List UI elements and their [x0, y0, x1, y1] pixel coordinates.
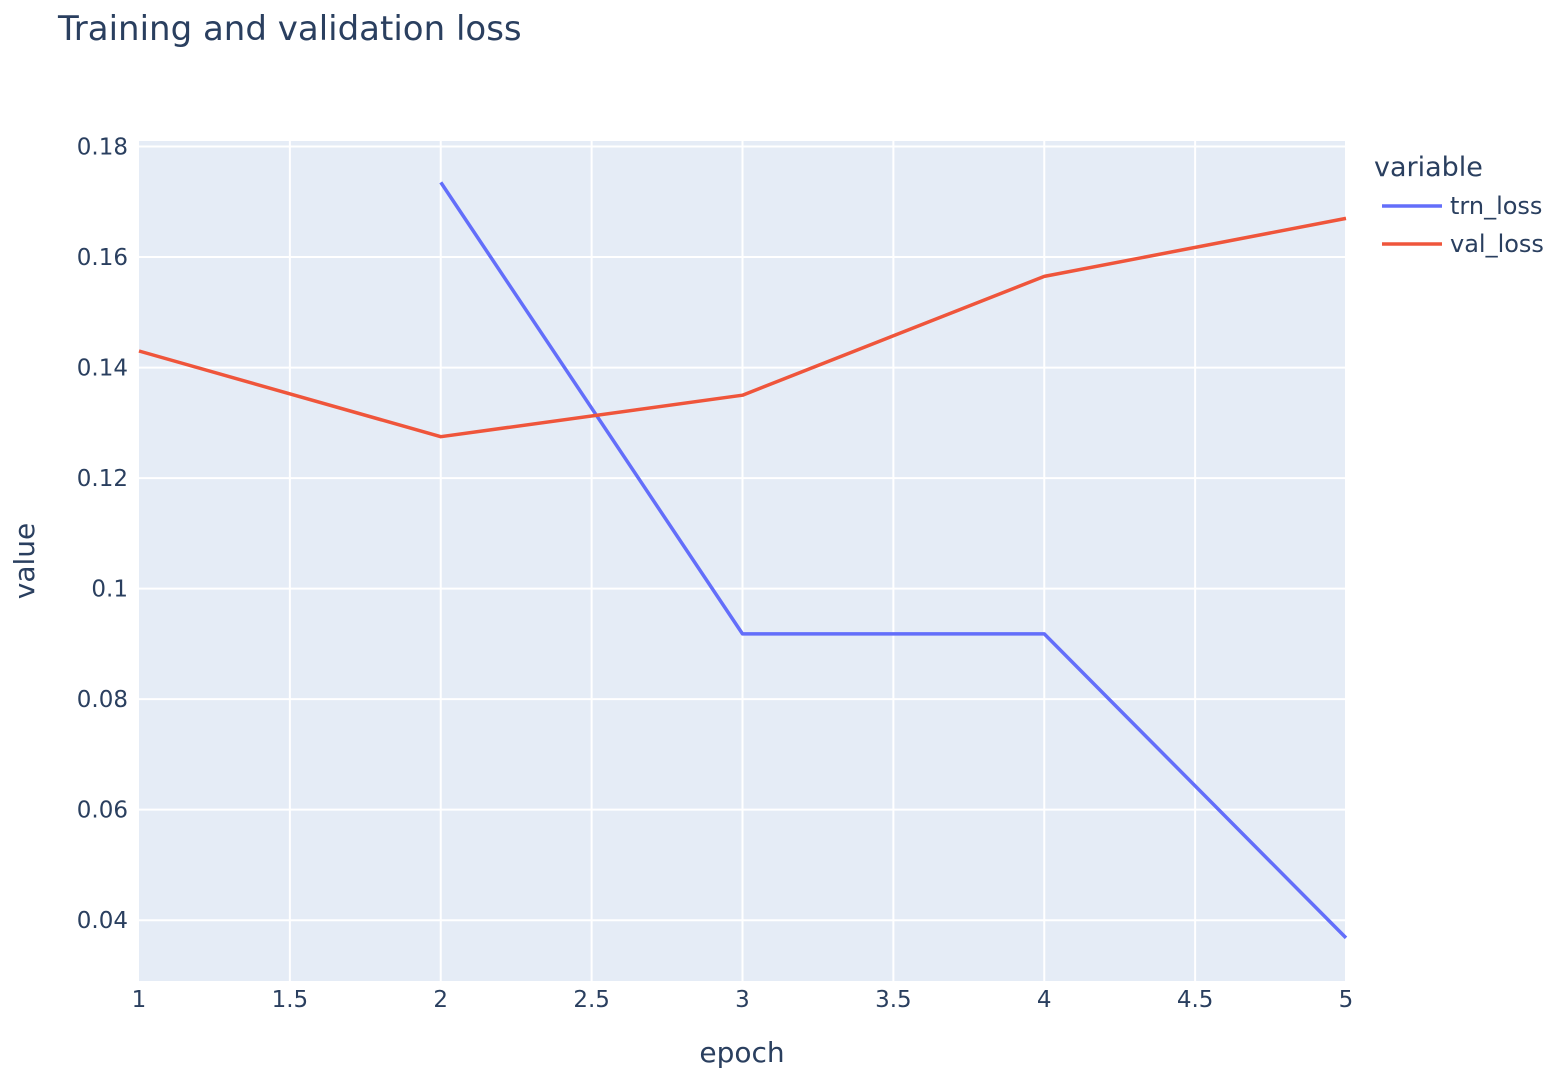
- legend-title: variable: [1374, 152, 1483, 183]
- x-gridlines: [288, 141, 1347, 981]
- x-tick-label: 1: [132, 987, 147, 1013]
- series-line-trn-loss: [439, 181, 1348, 940]
- legend-label: trn_loss: [1450, 192, 1542, 220]
- x-tick-label: 2: [433, 987, 448, 1013]
- x-tick-label: 3.5: [875, 987, 912, 1013]
- legend-item-val-loss[interactable]: val_loss: [1382, 230, 1544, 258]
- legend: variable trn_loss val_loss: [1374, 152, 1544, 258]
- x-tick-label: 2.5: [573, 987, 610, 1013]
- legend-items: trn_loss val_loss: [1382, 192, 1544, 258]
- x-axis-title: epoch: [699, 1036, 784, 1069]
- y-tick-label: 0.16: [77, 245, 128, 271]
- x-tick-label: 4.5: [1177, 987, 1214, 1013]
- y-tick-label: 0.04: [77, 908, 128, 934]
- x-tick-label: 3: [735, 987, 750, 1013]
- x-tick-label: 1.5: [272, 987, 309, 1013]
- y-tick-label: 0.14: [77, 356, 128, 382]
- y-tick-label: 0.1: [91, 577, 128, 603]
- chart-title: Training and validation loss: [57, 9, 522, 49]
- y-gridlines: [139, 145, 1346, 922]
- y-axis-title: value: [8, 523, 41, 599]
- y-tick-label: 0.18: [77, 135, 128, 161]
- series-layer: [138, 181, 1348, 940]
- y-tick-labels: 0.04 0.06 0.08 0.1 0.12 0.14 0.16 0.18: [77, 135, 128, 935]
- series-line-val-loss: [138, 216, 1347, 439]
- y-tick-label: 0.06: [77, 798, 128, 824]
- x-tick-label: 4: [1037, 987, 1052, 1013]
- y-tick-label: 0.08: [77, 687, 128, 713]
- x-tick-labels: 1 1.5 2 2.5 3 3.5 4 4.5 5: [132, 987, 1354, 1013]
- legend-item-trn-loss[interactable]: trn_loss: [1382, 192, 1542, 220]
- legend-label: val_loss: [1450, 230, 1544, 258]
- y-tick-label: 0.12: [77, 466, 128, 492]
- x-tick-label: 5: [1339, 987, 1354, 1013]
